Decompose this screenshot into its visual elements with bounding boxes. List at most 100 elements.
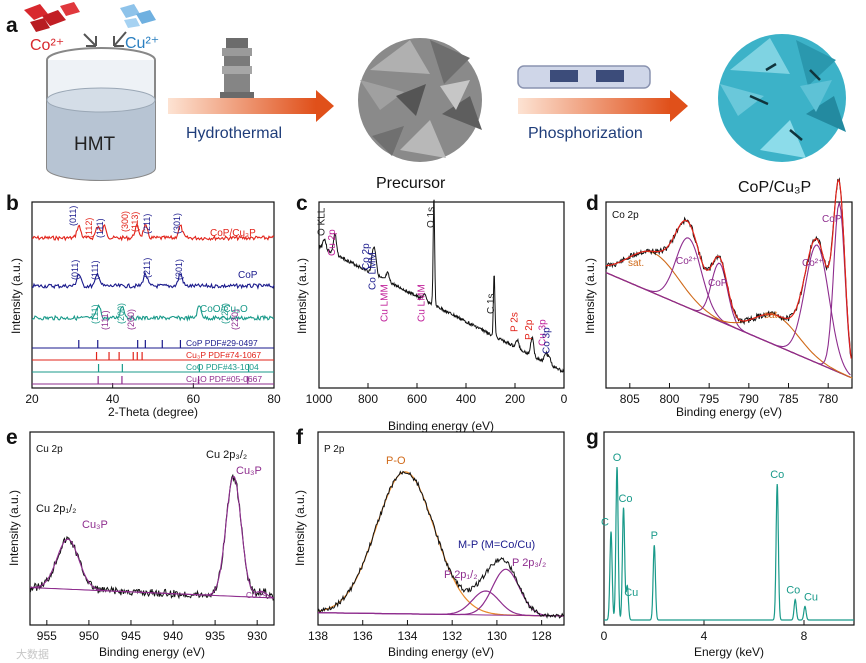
panel-b-xlabel: 2-Theta (degree) [108, 405, 198, 419]
d-annotation: Co²⁺ [676, 256, 697, 267]
b-series-line [31, 222, 275, 242]
g-peak-label: Cu [624, 587, 638, 599]
b-blue-peak: (211) [142, 258, 152, 278]
b-blue-peak: (301) [174, 259, 184, 280]
f-tick-label: 130 [487, 629, 507, 643]
panel-g: g Energy (keV) 0 4 8 C O Co Cu P Co Co Cu [586, 426, 855, 659]
c-survey-line [318, 199, 565, 374]
b-series-line [31, 303, 275, 322]
d-annotation: sat. [764, 310, 780, 321]
beaker [46, 47, 156, 181]
panel-c-ylabel: Intensity (a.u.) [295, 258, 309, 334]
f-annotation: P 2p₃/₂ [512, 557, 546, 569]
g-peak-label: Co [770, 469, 784, 481]
watermark: 大数据 [16, 647, 49, 661]
panel-letter-b: b [6, 192, 19, 215]
b-series-line [31, 270, 275, 290]
e-tick-label: 955 [37, 629, 57, 643]
f-raw-line [317, 470, 565, 619]
panel-b-plot: 20 40 60 80 [25, 222, 281, 406]
c-peak-label: Co 3p [541, 327, 552, 354]
e-annotation: Cu₃P [82, 519, 108, 531]
ion-arrow-right [113, 31, 127, 47]
d-component-line [605, 250, 851, 378]
b-ref-label: Cu₃P PDF#74-1067 [186, 350, 261, 360]
c-peak-label: P 2p [524, 319, 535, 340]
product-label: CoP/Cu₃P [738, 179, 811, 196]
c-peak-label: Co 2p [361, 243, 372, 270]
c-peak-label: C 1s [486, 293, 497, 314]
g-peak-label: Co [618, 493, 632, 505]
panel-letter-c: c [296, 192, 308, 215]
panel-b: b Intensity (a.u.) 2-Theta (degree) 20 40… [6, 192, 281, 419]
autoclave-icon [220, 38, 254, 98]
f-tick-label: 138 [308, 629, 328, 643]
f-annotation: M-P (M=Co/Cu) [458, 539, 535, 551]
panel-d-title: Co 2p [612, 210, 639, 221]
panel-d-annotations: sat. Co²⁺ CoP sat. Co²⁺ CoP [628, 214, 842, 321]
f-annotation: P-O [386, 455, 406, 467]
f-annotation: P 2p₁/₂ [444, 569, 477, 581]
d-fit-line [605, 178, 852, 359]
tube-furnace [517, 65, 651, 89]
c-tick-label: 0 [561, 392, 568, 406]
b-red-peak: (300) [120, 211, 130, 232]
c-peak-label: Cu LMM [380, 284, 391, 322]
f-tick-label: 134 [397, 629, 417, 643]
panel-d: d Intensity (a.u.) Binding energy (eV) C… [583, 177, 853, 419]
c-tick-label: 800 [358, 392, 378, 406]
co-ion-crystals [24, 2, 80, 32]
panel-letter-d: d [586, 192, 599, 215]
d-annotation: CoP [822, 214, 842, 225]
panel-b-ylabel: Intensity (a.u.) [9, 258, 23, 334]
panel-e-annotations: Cu 2p₁/₂ Cu₃P Cu 2p₃/₂ Cu₃P Co 2s [36, 449, 267, 600]
f-component-line [318, 568, 564, 617]
panel-b-frame [31, 201, 275, 389]
g-spectrum-line [604, 466, 854, 621]
c-peak-label: Cu 2p [327, 229, 338, 256]
panel-e-plot: 955 950 945 940 935 930 [29, 473, 275, 643]
b-blue-peak: (011) [70, 260, 80, 280]
g-peak-label: Co [786, 585, 800, 597]
panel-f-xlabel: Binding energy (eV) [388, 645, 494, 659]
e-annotation: Cu₃P [236, 465, 262, 477]
d-tick-label: 800 [659, 392, 679, 406]
panel-e: e Intensity (a.u.) Binding energy (eV) C… [6, 426, 275, 659]
panel-d-xlabel: Binding energy (eV) [676, 405, 782, 419]
d-component-line [605, 202, 851, 365]
g-tick-label: 8 [801, 629, 808, 643]
g-peak-label: C [601, 517, 609, 529]
panel-c-xlabel: Binding energy (eV) [388, 419, 494, 433]
d-annotation: sat. [628, 258, 644, 269]
phosphorization-arrow [518, 90, 688, 122]
d-tick-label: 780 [818, 392, 838, 406]
panel-d-frame [605, 201, 853, 389]
panel-letter-a: a [6, 14, 18, 37]
d-tick-label: 790 [739, 392, 759, 406]
b-blue-peak: (111) [90, 260, 100, 280]
panel-g-frame [603, 431, 855, 626]
b-teal-peak: (111) [100, 310, 110, 330]
e-tick-label: 950 [79, 629, 99, 643]
f-tick-label: 128 [532, 629, 552, 643]
e-raw-line [29, 473, 274, 601]
product-flower [718, 34, 846, 162]
g-peak-label: O [613, 452, 622, 464]
b-tick-label: 20 [25, 392, 39, 406]
c-tick-label: 200 [505, 392, 525, 406]
c-peak-label: O 1s [426, 207, 437, 228]
ion-arrow-left [83, 33, 97, 47]
e-tick-label: 935 [205, 629, 225, 643]
b-tick-label: 40 [106, 392, 120, 406]
b-series-label: CoO/Cu₂O [200, 304, 248, 315]
beaker-label: HMT [74, 134, 116, 155]
panel-f-title: P 2p [324, 444, 345, 455]
panel-c: c Intensity (a.u.) Binding energy (eV) 1… [295, 192, 568, 433]
b-ref-label: CoP PDF#29-0497 [186, 338, 258, 348]
co-ion-label: Co²⁺ [30, 37, 64, 54]
panel-g-xlabel: Energy (keV) [694, 645, 764, 659]
panel-e-xlabel: Binding energy (eV) [99, 645, 205, 659]
e-annotation: Co 2s [246, 591, 267, 600]
panel-f-plot: 138 136 134 132 130 128 [308, 470, 565, 643]
